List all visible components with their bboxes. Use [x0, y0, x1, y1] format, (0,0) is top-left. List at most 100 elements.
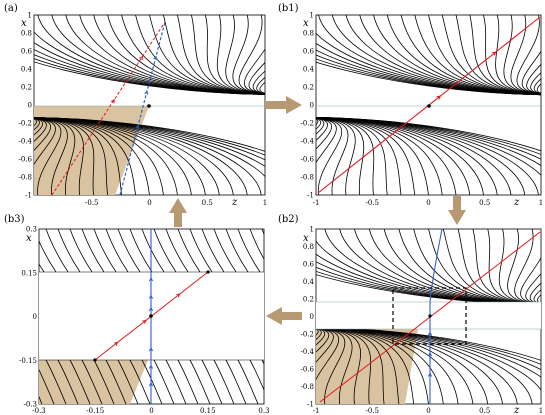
panel-b1-ytick-label: 0.8 [303, 30, 314, 38]
panel-a-ytick-label: 0.6 [21, 48, 33, 56]
panel-a-xlabel: z [231, 197, 238, 208]
trajectory-curve [213, 359, 235, 404]
panel-b2-ytick-label: 0 [310, 313, 314, 321]
blue-direction-arrow [144, 90, 149, 95]
trajectory-curve [259, 81, 265, 94]
blue-direction-arrow [427, 372, 433, 377]
trajectory-curve [39, 368, 55, 404]
trajectory-curve [129, 359, 151, 404]
panel-b1-xtick-label: -0.5 [366, 199, 380, 207]
panel-b2-plot [316, 229, 541, 404]
red-direction-arrow [139, 55, 143, 61]
trajectory-curve [216, 15, 265, 95]
panel-b1-ytick-label: -1 [307, 192, 314, 200]
panel-b2-xtick-label: 1 [539, 407, 543, 415]
panel-b1-label: (b1) [278, 3, 299, 14]
panel-a-ytick-label: 0.8 [21, 30, 32, 38]
panel-b1-ytick-label: -0.4 [301, 138, 315, 146]
trajectory-curve [345, 15, 541, 96]
panel-b3-xticks: -0.3 -0.15 0 0.15 0.3 [32, 407, 269, 415]
panel-b2-ylabel: x [303, 233, 309, 244]
trajectory-curve [117, 359, 139, 404]
panel-b1-xtick-label: 1 [539, 199, 543, 207]
trajectory-curve [39, 240, 57, 273]
panel-a-xticks: -0.5 0 0.5 1 [85, 199, 267, 207]
trajectory-curve [45, 359, 67, 404]
panel-a: (a) x z 1 0.8 0.6 0.4 0.2 0 -0.2 -0.4 -0.6 -0.8 -1… [4, 3, 267, 208]
blue-direction-arrow [148, 306, 154, 312]
panel-b1: (b1) x z 1 0.8 0.6 0.4 0.2 0 -0.2 -0.4 -0.6 -0.8 -… [278, 3, 543, 208]
trajectory-curve [526, 63, 541, 95]
blue-direction-arrow [135, 124, 140, 130]
trajectory-curve [34, 31, 265, 95]
trajectory-curve [225, 359, 247, 404]
trajectory-curve [316, 118, 325, 135]
panel-a-ytick-label: -0.6 [19, 156, 33, 164]
trajectory-curve [487, 229, 541, 305]
trajectory-curve [237, 359, 259, 404]
blue-direction-arrow [148, 381, 154, 387]
panel-a-ytick-label: -0.4 [19, 138, 33, 146]
panel-b2-origin-point [428, 314, 432, 318]
panel-a-ytick-label: -0.2 [19, 120, 33, 128]
panel-b2-ytick-label: -1 [307, 401, 314, 409]
trajectory-curve [34, 42, 265, 95]
trajectory-curve [57, 229, 81, 273]
trajectory-curve [238, 15, 265, 95]
panel-b2-xticks: -1 -0.5 0 0.5 1 [313, 407, 544, 415]
arrow-b1-to-b2 [448, 196, 466, 225]
trajectory-curve [69, 229, 93, 273]
panel-a-ytick-label: 0 [28, 102, 32, 110]
trajectory-curve [153, 229, 177, 273]
trajectory-curve [521, 50, 541, 95]
trajectory-curve [93, 229, 117, 273]
blue-direction-arrow [148, 294, 154, 299]
trajectory-curve [316, 117, 443, 195]
panel-a-xtick-label: 0.5 [202, 199, 213, 207]
trajectory-curve [316, 32, 541, 96]
trajectory-curve [39, 263, 45, 273]
panel-b2-ytick-label: -0.8 [301, 383, 315, 391]
arrow-a-to-b1 [265, 96, 302, 114]
transition-arrows [169, 96, 466, 325]
panel-b3-ytick-label: 0.15 [21, 269, 37, 277]
panel-b3-xtick-label: 0.15 [200, 407, 216, 415]
panel-b2-xlabel: z [513, 405, 520, 415]
panel-b3-yticks: 0.3 0.15 0 -0.15 -0.3 [19, 226, 37, 409]
panel-b3-red-end-point [206, 270, 210, 274]
trajectory-curve [533, 78, 541, 94]
blue-direction-arrow [427, 351, 433, 357]
blue-direction-arrow [148, 346, 154, 352]
panel-b3-label: (b3) [4, 214, 25, 225]
trajectory-curve [252, 70, 265, 94]
panel-a-ytick-label: 0.2 [21, 84, 32, 92]
panel-b1-xtick-label: 0 [426, 199, 430, 207]
panel-b3-shaded-region [39, 360, 148, 404]
panel-b1-xtick-label: -1 [313, 199, 320, 207]
panel-b3-xtick-label: -0.3 [32, 407, 46, 415]
trajectory-curve [117, 229, 141, 273]
panel-a-ylabel: x [21, 18, 27, 29]
panel-b3-plot [39, 229, 264, 404]
trajectory-curve [204, 15, 265, 95]
trajectory-curve [261, 359, 264, 365]
panel-b1-ytick-label: -0.6 [301, 156, 315, 164]
trajectory-curve [232, 15, 265, 95]
blue-direction-arrow [148, 276, 154, 282]
trajectory-curve [316, 58, 541, 96]
panel-b2-xtick-label: -0.5 [366, 407, 380, 415]
panel-b2-ytick-label: 0.6 [303, 261, 315, 269]
panel-b1-xlabel: z [513, 197, 520, 208]
red-direction-arrow [436, 95, 441, 100]
trajectory-curve [248, 61, 265, 94]
trajectory-curve [261, 229, 264, 236]
panel-b2-blue-curve [429, 229, 443, 303]
blue-direction-arrow [153, 55, 158, 61]
trajectory-curve [498, 229, 541, 305]
panel-b1-yticks: 1 0.8 0.6 0.4 0.2 0 -0.2 -0.4 -0.6 -0.8 -1 [301, 12, 315, 200]
panel-a-origin-point [147, 104, 151, 108]
trajectory-curve [316, 117, 484, 195]
panel-a-label: (a) [4, 3, 18, 14]
trajectory-curve [316, 117, 541, 152]
trajectory-curve [354, 229, 541, 306]
